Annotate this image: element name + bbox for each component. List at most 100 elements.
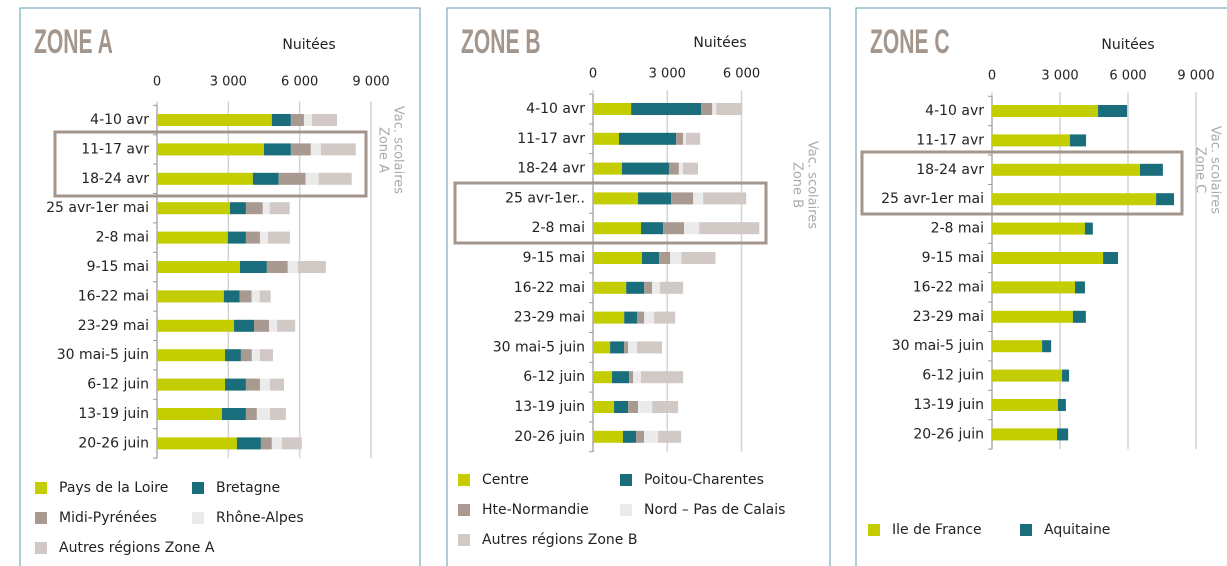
bar-segment xyxy=(628,401,639,413)
bar-segment xyxy=(637,341,663,354)
annotation: Vac. scolaires xyxy=(391,106,406,194)
y-tick-label: 6-12 juin xyxy=(523,369,585,385)
bar-segment xyxy=(633,371,642,384)
bar-segment xyxy=(157,290,224,303)
bar-segment xyxy=(612,371,630,384)
bar-segment xyxy=(626,281,645,294)
bar-segment xyxy=(636,430,644,443)
x-tick-label: 6 000 xyxy=(723,67,760,82)
bar-segment xyxy=(245,202,263,215)
bar-segment xyxy=(157,437,237,450)
y-tick-label: 4-10 avr xyxy=(526,101,585,117)
bar-segment xyxy=(644,281,653,294)
x-tick-label: 3 000 xyxy=(210,75,247,90)
bar-segment xyxy=(992,163,1141,176)
bar-segment xyxy=(686,132,701,145)
y-tick-label: 25 avr-1er.. xyxy=(505,190,585,206)
y-tick-label: 23-29 mai xyxy=(78,318,149,334)
bar-segment xyxy=(643,430,659,443)
annotation: Zone C xyxy=(1193,147,1208,193)
highlight-box xyxy=(53,130,368,198)
bar-segment xyxy=(1057,428,1069,441)
bar-segment xyxy=(593,371,613,384)
bar-segment xyxy=(593,401,615,413)
panel-frame xyxy=(19,7,421,566)
bar-segment xyxy=(234,319,255,332)
bar-segment xyxy=(269,408,286,420)
bar-segment xyxy=(992,340,1043,353)
chart-title: ZONE A xyxy=(34,22,113,60)
legend-label: Midi-Pyrénées xyxy=(59,510,157,526)
annotation: Zone B xyxy=(790,162,805,208)
bar-segment xyxy=(278,172,306,185)
bar-segment xyxy=(684,222,700,235)
y-tick-label: 6-12 juin xyxy=(87,377,149,393)
bar-segment xyxy=(1156,193,1175,206)
x-tick-label: 6 000 xyxy=(1109,69,1146,84)
bar-segment xyxy=(271,114,291,126)
bar-segment xyxy=(1074,281,1085,294)
y-tick-label: 23-29 mai xyxy=(913,309,984,325)
legend-label: Rhône-Alpes xyxy=(216,510,304,526)
y-tick-label: 16-22 mai xyxy=(78,288,149,304)
bar-segment xyxy=(641,371,684,384)
legend-label: Autres régions Zone B xyxy=(482,532,637,548)
bar-segment xyxy=(157,319,235,332)
y-tick-label: 30 mai-5 juin xyxy=(493,339,585,355)
bar-segment xyxy=(593,132,619,145)
bar-segment xyxy=(593,281,627,294)
bar-segment xyxy=(992,428,1058,441)
axis-title: Nuitées xyxy=(1101,37,1154,53)
y-tick-label: 11-17 avr xyxy=(81,141,149,157)
bar-segment xyxy=(992,310,1073,323)
y-tick-label: 30 mai-5 juin xyxy=(57,347,149,363)
legend-swatch xyxy=(620,504,632,516)
y-tick-label: 2-8 mai xyxy=(532,220,585,236)
bar-segment xyxy=(1084,222,1093,235)
legend-label: Nord – Pas de Calais xyxy=(644,502,785,518)
bar-segment xyxy=(992,252,1104,264)
bar-segment xyxy=(225,349,241,362)
legend-swatch xyxy=(458,504,470,516)
y-tick-label: 9-15 mai xyxy=(922,250,984,266)
bar-segment xyxy=(260,437,272,450)
bar-segment xyxy=(1042,340,1052,353)
legend-label: Centre xyxy=(482,472,529,488)
bar-segment xyxy=(593,192,639,205)
x-tick-label: 9 000 xyxy=(352,75,389,90)
y-tick-label: 11-17 avr xyxy=(916,132,984,148)
y-tick-label: 16-22 mai xyxy=(514,280,585,296)
bar-segment xyxy=(638,192,672,205)
bar-segment xyxy=(256,408,270,420)
annotation: Vac. scolaires xyxy=(1208,126,1223,214)
y-tick-label: 13-19 juin xyxy=(514,399,585,415)
legend-label: Autres régions Zone A xyxy=(59,540,215,556)
y-tick-label: 18-24 avr xyxy=(517,161,585,177)
y-tick-label: 13-19 juin xyxy=(78,406,149,422)
legend-swatch xyxy=(35,512,47,524)
bar-segment xyxy=(593,311,625,324)
legend-swatch xyxy=(620,474,632,486)
bar-segment xyxy=(992,193,1157,206)
bar-segment xyxy=(621,162,669,175)
bar-segment xyxy=(157,143,264,156)
bar-segment xyxy=(642,252,660,264)
legend-swatch xyxy=(1020,524,1032,536)
bar-segment xyxy=(245,378,260,391)
bar-segment xyxy=(658,430,682,443)
bar-segment xyxy=(269,378,284,391)
bar-segment xyxy=(297,261,326,273)
bar-segment xyxy=(670,252,682,264)
bar-segment xyxy=(157,114,272,126)
bar-segment xyxy=(1072,310,1086,323)
bar-segment xyxy=(223,290,240,303)
legend-label: Ile de France xyxy=(892,522,982,538)
bar-segment xyxy=(269,202,290,215)
legend-label: Poitou-Charentes xyxy=(644,472,764,488)
bar-segment xyxy=(287,261,298,273)
x-tick-label: 0 xyxy=(988,69,996,84)
bar-segment xyxy=(693,192,704,205)
legend-swatch xyxy=(458,534,470,546)
bar-segment xyxy=(266,261,288,273)
bar-segment xyxy=(712,103,717,115)
